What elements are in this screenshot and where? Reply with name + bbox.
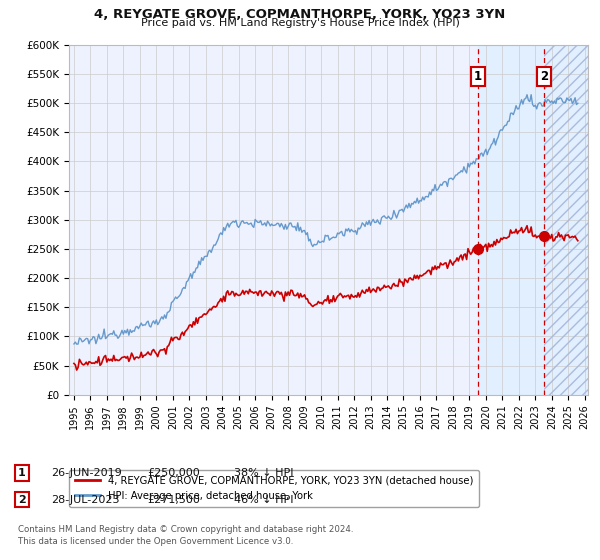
Text: 28-JUL-2023: 28-JUL-2023 [51, 494, 119, 505]
Text: 2: 2 [18, 494, 26, 505]
Text: 38% ↓ HPI: 38% ↓ HPI [234, 468, 293, 478]
Text: 1: 1 [18, 468, 26, 478]
Legend: 4, REYGATE GROVE, COPMANTHORPE, YORK, YO23 3YN (detached house), HPI: Average pr: 4, REYGATE GROVE, COPMANTHORPE, YORK, YO… [69, 470, 479, 507]
Text: 1: 1 [473, 71, 482, 83]
Text: 46% ↓ HPI: 46% ↓ HPI [234, 494, 293, 505]
Text: Price paid vs. HM Land Registry's House Price Index (HPI): Price paid vs. HM Land Registry's House … [140, 18, 460, 29]
Text: £250,000: £250,000 [147, 468, 200, 478]
Text: Contains HM Land Registry data © Crown copyright and database right 2024.
This d: Contains HM Land Registry data © Crown c… [18, 525, 353, 546]
Bar [478, 45, 588, 395]
Text: £271,500: £271,500 [147, 494, 200, 505]
Text: 4, REYGATE GROVE, COPMANTHORPE, YORK, YO23 3YN: 4, REYGATE GROVE, COPMANTHORPE, YORK, YO… [94, 8, 506, 21]
Bar [544, 45, 588, 395]
Text: 26-JUN-2019: 26-JUN-2019 [51, 468, 122, 478]
Text: 2: 2 [540, 71, 548, 83]
